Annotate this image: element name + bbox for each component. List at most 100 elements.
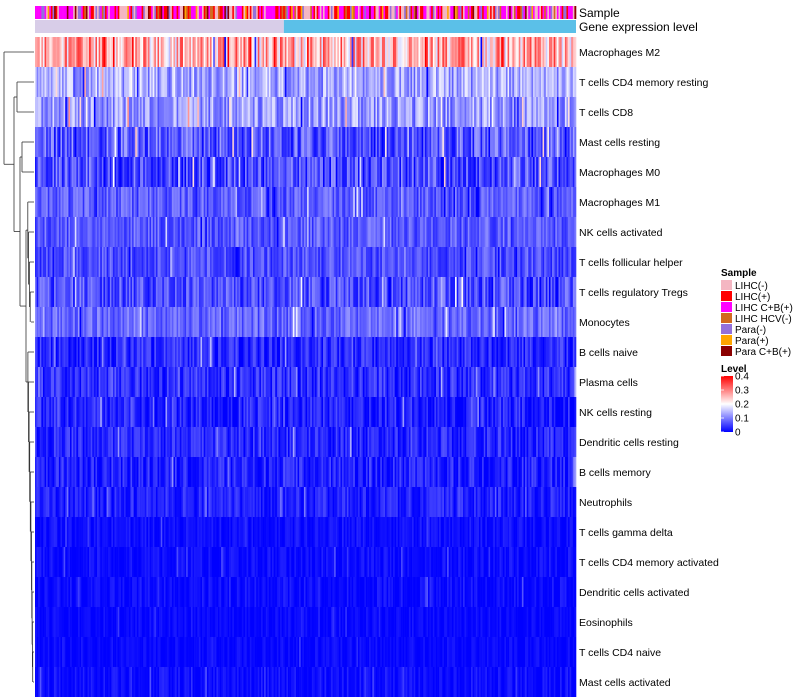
- heatmap-cell: [42, 67, 45, 97]
- heatmap-cell: [280, 97, 282, 127]
- sample-annotation-cell: [450, 6, 453, 19]
- heatmap-cell: [46, 427, 49, 457]
- heatmap-cell: [197, 217, 200, 247]
- sample-annotation-cell: [57, 6, 60, 19]
- heatmap-cell: [122, 277, 125, 307]
- heatmap-cell: [518, 307, 521, 337]
- sample-annotation-cell: [63, 6, 66, 19]
- heatmap-cell: [531, 277, 534, 307]
- heatmap-cell: [550, 277, 553, 307]
- heatmap-cell: [109, 157, 112, 187]
- heatmap-cell: [338, 307, 341, 337]
- heatmap-cell: [98, 367, 101, 397]
- heatmap-cell: [259, 427, 262, 457]
- heatmap-cell: [319, 307, 322, 337]
- heatmap-cell: [400, 127, 403, 157]
- heatmap-cell: [291, 37, 294, 67]
- heatmap-cell: [132, 187, 134, 217]
- heatmap-cell: [205, 187, 208, 217]
- sample-annotation-cell: [229, 6, 232, 19]
- heatmap-cell: [82, 67, 85, 97]
- heatmap-cell: [286, 367, 289, 397]
- heatmap-cell: [451, 217, 454, 247]
- heatmap-cell: [111, 217, 114, 247]
- heatmap-cell: [267, 157, 270, 187]
- heatmap-cell: [429, 337, 432, 367]
- heatmap-cell: [171, 157, 174, 187]
- heatmap-cell: [305, 157, 308, 187]
- heatmap-cell: [176, 337, 179, 367]
- heatmap-cell: [517, 187, 520, 217]
- heatmap-cell: [187, 37, 190, 67]
- sample-annotation-cell: [208, 6, 211, 19]
- heatmap-cell: [327, 307, 330, 337]
- heatmap-cell: [423, 337, 426, 367]
- heatmap-cell: [203, 397, 206, 427]
- heatmap-cell: [241, 187, 244, 217]
- heatmap-cell: [396, 67, 399, 97]
- heatmap-cell: [418, 37, 421, 67]
- heatmap-cell: [157, 217, 160, 247]
- heatmap-cell: [571, 127, 574, 157]
- heatmap-cell: [222, 187, 225, 217]
- heatmap-cell: [542, 307, 545, 337]
- heatmap-cell: [533, 127, 535, 157]
- heatmap-cell: [208, 157, 211, 187]
- heatmap-cell: [38, 37, 41, 67]
- heatmap-cell: [211, 187, 214, 217]
- heatmap-cell: [437, 97, 440, 127]
- heatmap-cell: [132, 127, 134, 157]
- heatmap-cell: [292, 337, 295, 367]
- heatmap-cell: [283, 127, 286, 157]
- heatmap-cell: [294, 127, 297, 157]
- heatmap-cell: [348, 37, 351, 67]
- heatmap-cell: [249, 187, 252, 217]
- heatmap-cell: [176, 427, 179, 457]
- heatmap-cell: [286, 187, 289, 217]
- heatmap-cell: [85, 187, 88, 217]
- heatmap-cell: [434, 187, 437, 217]
- heatmap-cell: [41, 187, 44, 217]
- heatmap-cell: [198, 397, 201, 427]
- heatmap-cell: [232, 157, 235, 187]
- heatmap-cell: [552, 97, 555, 127]
- heatmap-cell: [281, 337, 284, 367]
- heatmap-cell: [295, 127, 298, 157]
- heatmap-cell: [254, 127, 257, 157]
- heatmap-cell: [518, 247, 521, 277]
- heatmap-cell: [85, 427, 88, 457]
- heatmap-cell: [330, 157, 333, 187]
- heatmap-cell: [184, 37, 187, 67]
- heatmap-cell: [84, 277, 87, 307]
- heatmap-cell: [412, 67, 414, 97]
- heatmap-cell: [469, 367, 472, 397]
- heatmap-cell: [273, 247, 276, 277]
- heatmap-cell: [190, 187, 193, 217]
- heatmap-cell: [321, 157, 324, 187]
- heatmap-cell: [552, 37, 555, 67]
- heatmap-cell: [141, 367, 144, 397]
- heatmap-cell: [474, 67, 477, 97]
- sample-annotation-cell: [412, 6, 414, 19]
- heatmap-cell: [47, 337, 50, 367]
- heatmap-cell: [337, 307, 340, 337]
- heatmap-cell: [553, 97, 556, 127]
- heatmap-cell: [550, 187, 553, 217]
- heatmap-cell: [502, 157, 505, 187]
- heatmap-cell: [539, 247, 542, 277]
- heatmap-cell: [448, 367, 451, 397]
- heatmap-cell: [170, 37, 173, 67]
- heatmap-cell: [486, 157, 489, 187]
- heatmap-cell: [227, 187, 230, 217]
- heatmap-cell: [138, 307, 141, 337]
- heatmap-cell: [251, 247, 254, 277]
- heatmap-cell: [259, 247, 262, 277]
- heatmap-cell: [555, 397, 558, 427]
- heatmap-cell: [566, 157, 569, 187]
- heatmap-cell: [208, 337, 211, 367]
- heatmap-cell: [39, 247, 42, 277]
- heatmap-cell: [152, 277, 155, 307]
- heatmap-cell: [288, 277, 290, 307]
- heatmap-cell: [563, 277, 566, 307]
- heatmap-cell: [175, 187, 177, 217]
